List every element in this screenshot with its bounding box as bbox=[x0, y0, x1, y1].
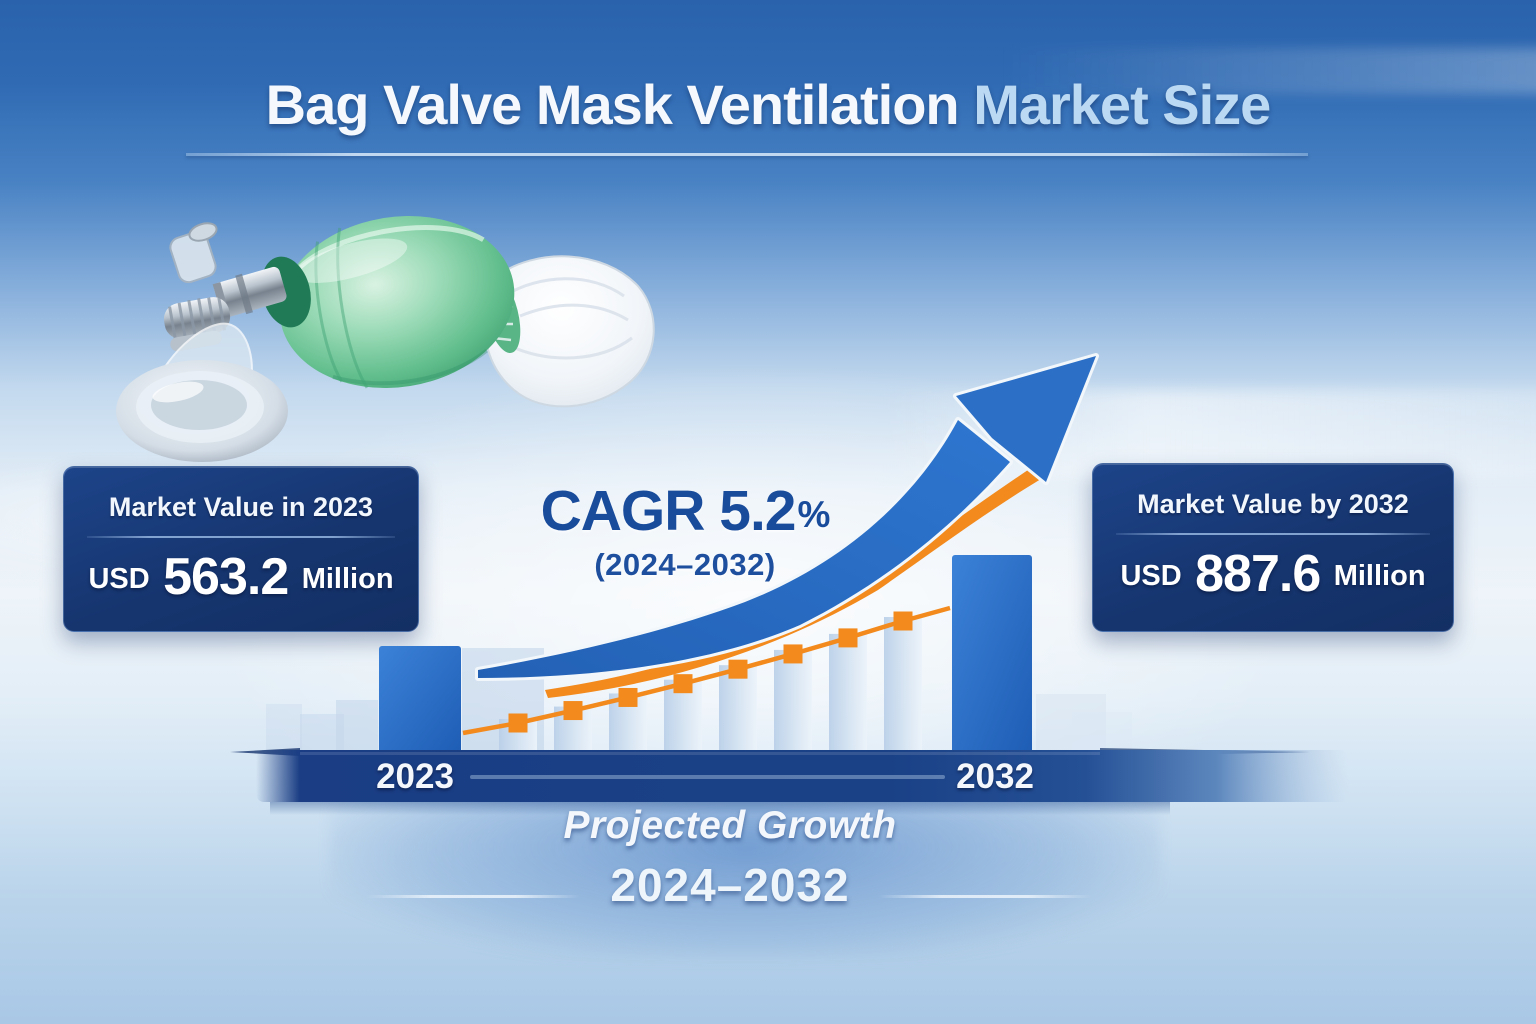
trend-marker bbox=[838, 628, 858, 648]
market-value-2032: 887.6 bbox=[1195, 545, 1321, 603]
stat-value-2032: USD 887.6 Million bbox=[1093, 544, 1453, 604]
title-main: Bag Valve Mask Ventilation bbox=[265, 73, 960, 136]
trend-marker bbox=[673, 674, 693, 694]
trend-marker bbox=[508, 713, 528, 733]
unit-label: Million bbox=[1333, 560, 1426, 592]
stat-value-2023: USD 563.2 Million bbox=[64, 547, 418, 607]
stat-divider bbox=[87, 536, 395, 538]
footer-divider-left bbox=[366, 895, 580, 898]
axis-year-start: 2023 bbox=[376, 757, 454, 796]
unit-label: Million bbox=[301, 563, 394, 595]
cagr-range: (2024–2032) bbox=[594, 547, 776, 582]
page-title: Bag Valve Mask Ventilation Market Size bbox=[0, 73, 1536, 136]
trend-marker bbox=[563, 701, 583, 721]
trend-polyline bbox=[462, 605, 951, 736]
trend-line bbox=[462, 605, 951, 736]
trend-marker bbox=[893, 611, 913, 631]
growth-arrow-head bbox=[953, 353, 1099, 485]
footer-range: 2024–2032 bbox=[610, 859, 850, 911]
currency-label: USD bbox=[1120, 560, 1182, 592]
market-value-2023: 563.2 bbox=[163, 548, 289, 606]
percent-sign: % bbox=[797, 494, 831, 535]
face-mask bbox=[116, 322, 288, 462]
stat-divider bbox=[1116, 533, 1430, 535]
growth-arrow-shaft bbox=[475, 417, 1013, 681]
title-underline bbox=[186, 153, 1308, 156]
currency-label: USD bbox=[88, 563, 150, 595]
trend-marker bbox=[728, 659, 748, 679]
bag-valve-mask-illustration bbox=[116, 216, 655, 462]
market-bar bbox=[884, 617, 922, 753]
trend-marker bbox=[783, 644, 803, 664]
title-accent: Market Size bbox=[973, 73, 1271, 136]
stat-label-2023: Market Value in 2023 bbox=[108, 492, 374, 522]
axis-year-end: 2032 bbox=[956, 757, 1034, 796]
stat-label-2032: Market Value by 2032 bbox=[1137, 489, 1409, 519]
trend-marker bbox=[618, 687, 638, 707]
reservoir-bag bbox=[484, 255, 655, 408]
bar-2023 bbox=[379, 646, 461, 753]
stat-card-2032: Market Value by 2032 USD 887.6 Million bbox=[1092, 463, 1454, 632]
cagr-value: CAGR 5.2% bbox=[540, 479, 831, 543]
cagr-callout: CAGR 5.2% (2024–2032) bbox=[505, 478, 865, 583]
bar-2032 bbox=[952, 555, 1032, 753]
market-bar bbox=[719, 665, 757, 753]
market-bar bbox=[829, 633, 867, 753]
bag-body bbox=[279, 216, 515, 389]
footer-caption: Projected Growth bbox=[563, 804, 897, 847]
axis-band bbox=[230, 748, 1348, 815]
market-bar bbox=[774, 649, 812, 753]
stat-card-2023: Market Value in 2023 USD 563.2 Million bbox=[63, 466, 419, 632]
footer-divider-right bbox=[878, 895, 1092, 898]
